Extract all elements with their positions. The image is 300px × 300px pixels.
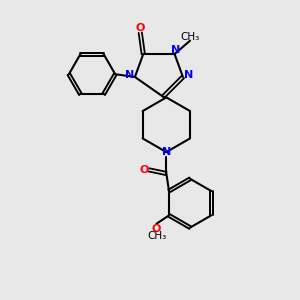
Text: CH₃: CH₃ xyxy=(147,231,166,241)
Text: CH₃: CH₃ xyxy=(181,32,200,41)
Text: O: O xyxy=(152,224,161,234)
Text: N: N xyxy=(171,45,180,55)
Text: O: O xyxy=(140,165,149,175)
Text: N: N xyxy=(162,147,171,157)
Text: N: N xyxy=(184,70,193,80)
Text: N: N xyxy=(125,70,134,80)
Text: O: O xyxy=(136,22,145,33)
